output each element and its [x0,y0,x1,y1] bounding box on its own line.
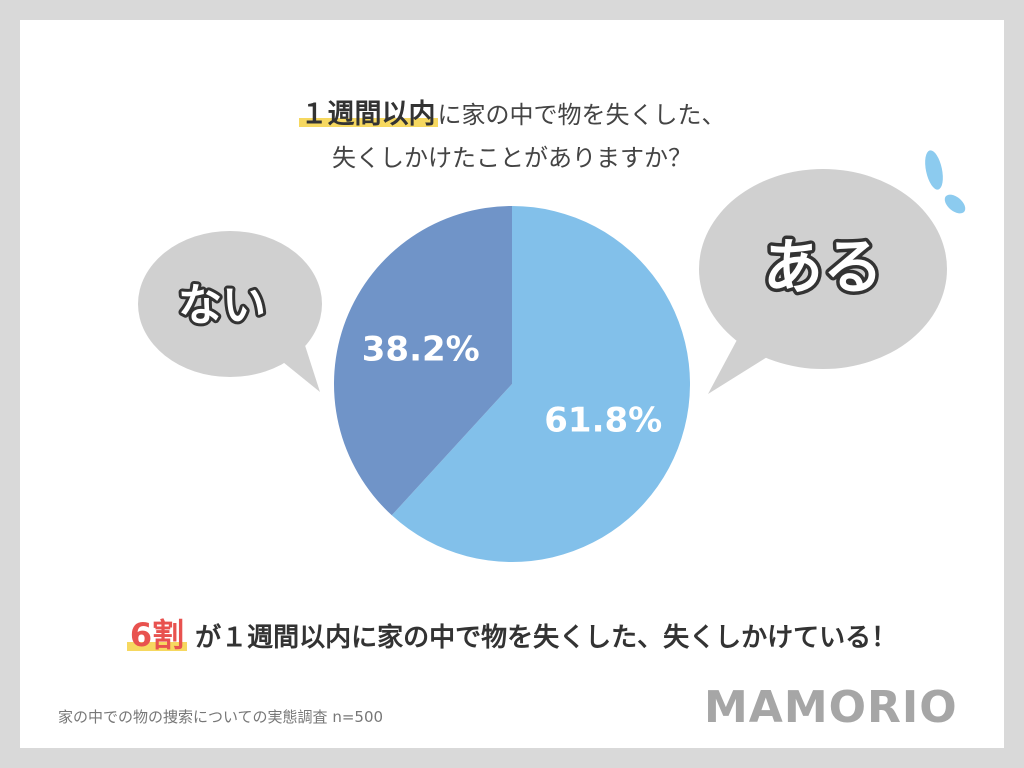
speech-bubble-aru-label: ある [763,233,883,303]
infographic-card: １週間以内に家の中で物を失くした、 失くしかけたことがありますか？ ない ある … [20,20,1004,748]
pie-slice-aru [391,206,690,562]
pie-slice-nai [334,206,512,516]
conclusion-highlight: 6割 [126,616,188,654]
pie-label-aru: 61.8% [544,400,662,440]
pie-chart: 61.8% 38.2% [334,206,690,562]
speech-bubble-aru: ある [699,169,947,394]
question-line-1-rest: に家の中で物を失くした、 [437,101,726,129]
question-highlight: １週間以内 [298,99,438,130]
conclusion-text: 6割 が１週間以内に家の中で物を失くした、失くしかけている！ [20,610,1004,656]
brand-logo: MAMORIO [704,682,958,733]
pie-label-nai: 38.2% [362,330,480,370]
chart-area: ない ある 61.8% 38.2% [138,150,966,562]
question-line-2: 失くしかけたことがありますか？ [332,144,692,172]
conclusion-body: が１週間以内に家の中で物を失くした、失くしかけている！ [195,623,898,653]
sweat-drops-icon [925,150,966,214]
speech-bubble-nai: ない [138,231,322,392]
question-line-1: １週間以内に家の中で物を失くした、 [20,92,1004,131]
speech-bubble-nai-label: ない [178,280,266,331]
survey-footnote: 家の中での物の捜索についての実態調査 n=500 [58,708,384,726]
